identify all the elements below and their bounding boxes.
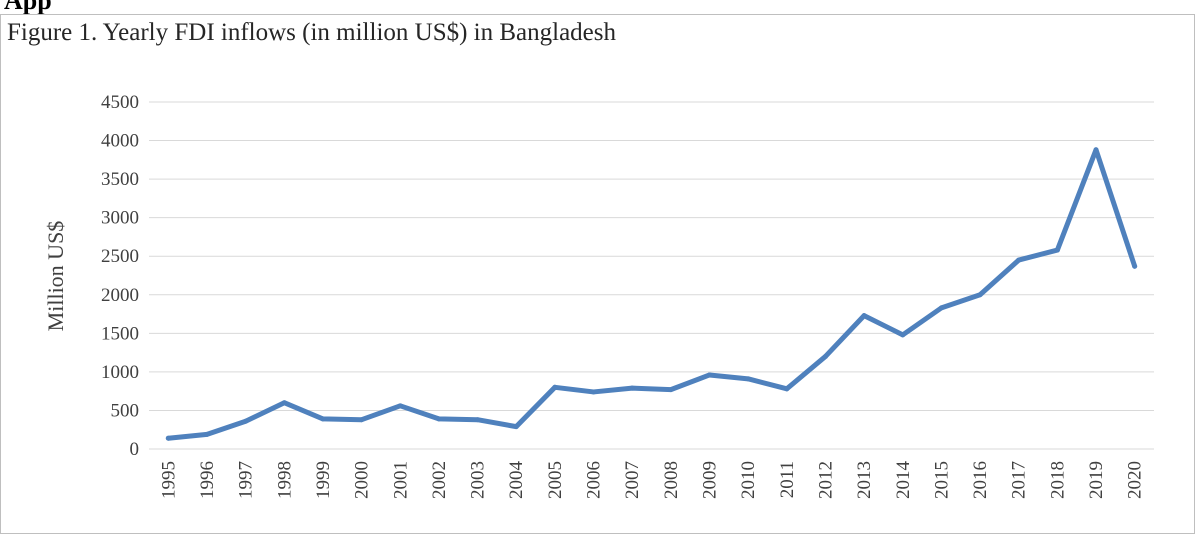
x-tick-label: 2003 xyxy=(468,461,489,499)
data-point xyxy=(861,313,867,319)
data-point xyxy=(900,332,906,338)
data-point xyxy=(359,417,365,423)
gridlines xyxy=(149,101,1154,450)
x-tick-label: 2007 xyxy=(622,461,643,499)
x-tick-label: 2008 xyxy=(661,461,682,499)
data-point xyxy=(1132,263,1138,269)
x-tick-label: 2009 xyxy=(699,461,720,499)
y-tick-label: 4000 xyxy=(101,131,139,152)
series-layer xyxy=(165,147,1138,441)
data-point xyxy=(320,416,326,422)
y-tick-label: 1500 xyxy=(101,323,139,344)
y-axis-label: Million US$ xyxy=(43,221,68,332)
data-point xyxy=(1093,147,1099,153)
x-tick-label: 1996 xyxy=(197,461,218,499)
series-line xyxy=(165,147,1138,441)
data-point xyxy=(475,417,481,423)
data-point xyxy=(436,416,442,422)
data-point xyxy=(204,431,210,437)
x-tick-label: 2006 xyxy=(584,461,605,499)
x-tick-label: 2016 xyxy=(970,461,991,499)
data-point xyxy=(668,387,674,393)
x-tick-label: 2013 xyxy=(854,461,875,499)
line-chart: 0 500 1000 1500 2000 2500 3000 3500 4000 4500 199… xyxy=(43,92,1154,500)
chart-title: Figure 1. Yearly FDI inflows (in million… xyxy=(7,19,617,46)
data-point xyxy=(243,418,249,424)
x-tick-label: 2014 xyxy=(893,461,914,500)
x-tick-label: 1999 xyxy=(313,461,334,499)
data-point xyxy=(552,384,558,390)
y-axis-tick-labels: 0 500 1000 1500 2000 2500 3000 3500 4000 4500 xyxy=(101,92,139,460)
data-point xyxy=(977,292,983,298)
x-tick-label: 1997 xyxy=(236,461,257,499)
data-point xyxy=(281,400,287,406)
y-tick-label: 500 xyxy=(111,400,140,421)
data-point xyxy=(822,353,828,359)
y-tick-label: 2500 xyxy=(101,246,139,267)
x-axis-tick-labels: 1995 1996 1997 1998 1999 2000 2001 2002 2003 2004… xyxy=(158,461,1145,500)
x-tick-label: 2015 xyxy=(931,461,952,499)
data-point xyxy=(397,403,403,409)
x-tick-label: 2012 xyxy=(815,461,836,499)
x-tick-label: 2019 xyxy=(1086,461,1107,499)
x-tick-label: 2000 xyxy=(352,461,373,499)
data-point xyxy=(165,435,171,441)
y-tick-label: 1000 xyxy=(101,362,139,383)
data-point xyxy=(1016,257,1022,263)
page-heading-fragment: App xyxy=(4,0,52,15)
x-tick-label: 2017 xyxy=(1009,461,1030,499)
chart-frame: Figure 1. Yearly FDI inflows (in million… xyxy=(0,14,1195,534)
y-tick-label: 3000 xyxy=(101,208,139,229)
x-tick-label: 2018 xyxy=(1047,461,1068,499)
data-point xyxy=(629,385,635,391)
x-tick-label: 2010 xyxy=(738,461,759,499)
y-tick-label: 4500 xyxy=(101,92,139,113)
x-tick-label: 2001 xyxy=(390,461,411,499)
data-point xyxy=(591,389,597,395)
x-tick-label: 2011 xyxy=(777,461,798,498)
x-tick-label: 2005 xyxy=(545,461,566,499)
data-point xyxy=(706,372,712,378)
data-point xyxy=(784,386,790,392)
y-tick-label: 2000 xyxy=(101,285,139,306)
x-tick-label: 1998 xyxy=(274,461,295,499)
x-tick-label: 2002 xyxy=(429,461,450,499)
y-tick-label: 0 xyxy=(130,439,140,460)
data-point xyxy=(513,424,519,430)
data-point xyxy=(1054,247,1060,253)
y-tick-label: 3500 xyxy=(101,169,139,190)
x-tick-label: 2004 xyxy=(506,461,527,500)
data-point xyxy=(745,376,751,382)
x-tick-label: 2020 xyxy=(1125,461,1146,499)
x-tick-label: 1995 xyxy=(158,461,179,499)
data-point xyxy=(938,305,944,311)
